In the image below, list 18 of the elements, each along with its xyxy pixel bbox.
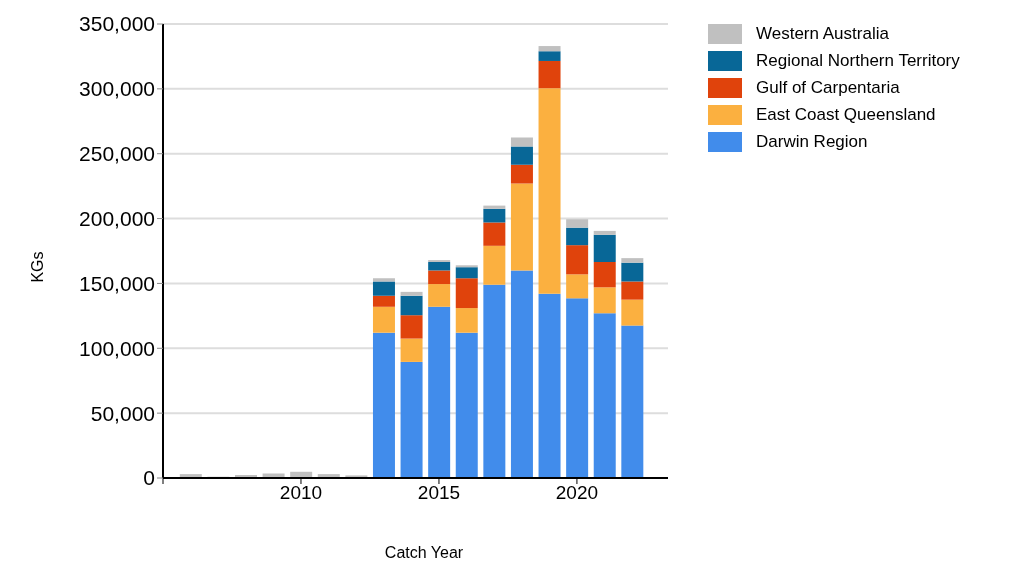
- y-tick-label: 250,000: [79, 142, 155, 166]
- y-tick-label: 150,000: [79, 271, 155, 295]
- y-tick-label: 50,000: [90, 401, 155, 425]
- y-tick-label: 0: [143, 466, 155, 490]
- x-axis-title: Catch Year: [383, 544, 465, 562]
- y-tick-label: 300,000: [79, 77, 155, 101]
- legend-label: East Coast Queensland: [756, 104, 936, 125]
- y-tick-label: 350,000: [79, 12, 155, 36]
- y-tick-label: 100,000: [79, 336, 155, 360]
- legend-label: Gulf of Carpentaria: [756, 77, 900, 98]
- y-axis-title: KGs: [29, 250, 47, 285]
- legend-label: Western Australia: [756, 23, 889, 44]
- x-tick-label: 2020: [555, 482, 599, 504]
- y-tick-label: 200,000: [79, 207, 155, 231]
- x-tick-label: 2015: [417, 482, 461, 504]
- legend-label: Darwin Region: [756, 131, 868, 152]
- legend-label: Regional Northern Territory: [756, 50, 960, 71]
- x-tick-label: 2010: [279, 482, 323, 504]
